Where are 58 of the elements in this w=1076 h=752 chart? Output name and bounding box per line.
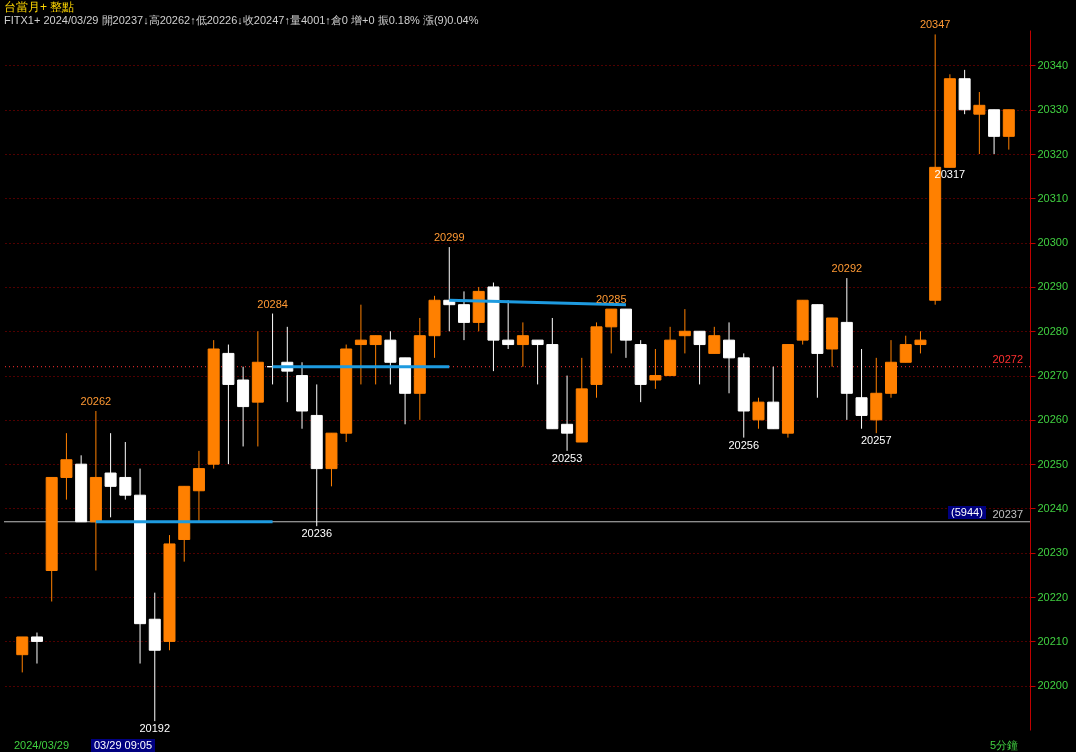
annotation: 20284: [257, 297, 288, 310]
candlestick: [973, 91, 986, 155]
ref-line-label: 20272: [992, 352, 1023, 365]
annotation: 20257: [860, 434, 892, 447]
chart-subtitle: FITX1+ 2024/03/29 開20237↓高20262↑低20226↓收20247↑量4001↑倉0 增+0 振0.18% 漲(9)0.04%: [4, 14, 479, 27]
y-tick-label: 20210: [1037, 634, 1069, 647]
candlestick: [16, 636, 29, 673]
candlestick: [531, 339, 544, 385]
candlestick: [354, 304, 367, 385]
annotation: 20253: [551, 451, 583, 464]
annotation: 20236: [301, 527, 333, 540]
candlestick: [649, 348, 662, 390]
annotation: 20292: [831, 262, 863, 275]
annotation: (5944): [948, 506, 986, 519]
candlestick: [119, 441, 132, 501]
y-tick-label: 20270: [1037, 369, 1069, 382]
chart-title: 台當月+ 整點: [4, 0, 75, 14]
y-tick-label: 20340: [1037, 58, 1069, 71]
candlestick: [516, 321, 529, 368]
candlestick: [693, 330, 706, 385]
y-tick-label: 20300: [1037, 236, 1069, 249]
candlestick: [752, 397, 765, 430]
candlestick: [708, 326, 721, 354]
y-tick-label: 20280: [1037, 324, 1069, 337]
candlestick: [192, 450, 205, 523]
candlestick: [369, 335, 382, 385]
ref-line-label: 20237: [992, 507, 1023, 520]
annotation: 20262: [80, 395, 112, 408]
candlestick: [457, 290, 470, 341]
y-tick-label: 20290: [1037, 280, 1069, 293]
candlestick: [561, 375, 574, 452]
candlestick: [914, 330, 927, 354]
y-tick-label: 20230: [1037, 546, 1069, 559]
y-tick-label: 20240: [1037, 501, 1069, 514]
annotation: 20192: [139, 722, 171, 735]
annotation: 20347: [919, 18, 951, 31]
candlestick: [723, 321, 736, 394]
candlestick: [855, 348, 868, 430]
candlestick: [104, 432, 117, 518]
y-tick-label: 20320: [1037, 147, 1069, 160]
text: 03/29 09:05: [91, 739, 156, 752]
text: 5分鐘: [990, 739, 1019, 752]
y-tick-label: 20200: [1037, 679, 1069, 692]
y-tick-label: 20220: [1037, 590, 1069, 603]
y-tick-label: 20260: [1037, 413, 1069, 426]
candlestick: [30, 632, 43, 665]
candlestick: [899, 335, 912, 363]
y-tick-label: 20310: [1037, 191, 1069, 204]
text: 2024/03/29: [14, 739, 70, 752]
candlestick: [678, 308, 691, 354]
annotation: 20285: [595, 293, 627, 306]
annotation: 20299: [433, 231, 465, 244]
candlestick: [605, 308, 618, 354]
candlestick: [384, 330, 397, 385]
y-tick-label: 20250: [1037, 457, 1069, 470]
y-tick-label: 20330: [1037, 103, 1069, 116]
candlestick: [60, 432, 73, 501]
annotation: 20256: [728, 438, 760, 451]
